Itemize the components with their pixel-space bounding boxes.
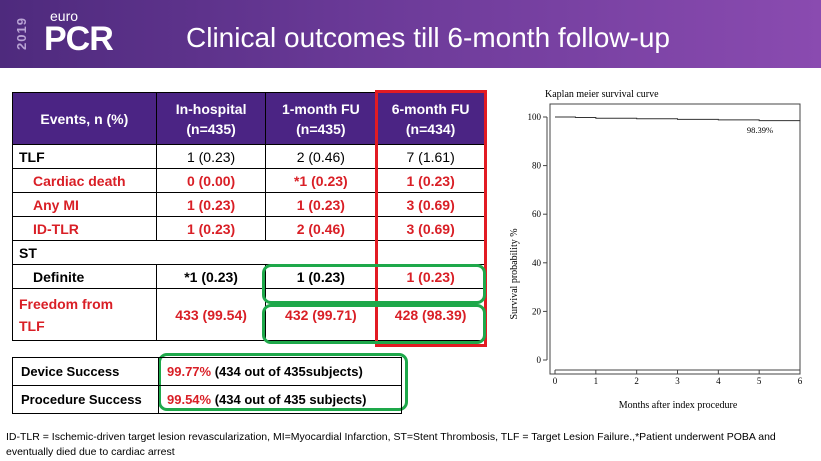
x-tick-label: 5 <box>757 376 762 386</box>
chart-title: Kaplan meier survival curve <box>545 89 659 100</box>
cell-any-mi-1month: 1 (0.23) <box>265 192 377 217</box>
y-axis-label: Survival probability % <box>509 228 520 319</box>
table-row-cardiac-death: Cardiac death 0 (0.00) *1 (0.23) 1 (0.23… <box>12 168 486 193</box>
y-tick-label: 100 <box>528 112 542 122</box>
definite-highlight-box <box>262 264 486 304</box>
table-row-id-tlr: ID-TLR 1 (0.23) 2 (0.46) 3 (0.69) <box>12 216 486 241</box>
x-axis-label: Months after index procedure <box>619 400 738 411</box>
six-month-highlight-box <box>375 90 487 347</box>
cell-any-mi-inhospital: 1 (0.23) <box>155 192 267 217</box>
row-label-any-mi: Any MI <box>12 192 157 217</box>
outcomes-table: Events, n (%) In-hospital (n=435) 1-month… <box>12 92 486 341</box>
cell-freedom-6month: 428 (98.39) <box>375 288 486 341</box>
cell-freedom-inhospital: 433 (99.54) <box>155 288 267 341</box>
footnote: ID-TLR = Ischemic-driven target lesion r… <box>6 431 776 458</box>
table-row-st: ST <box>12 240 486 265</box>
y-tick-label: 40 <box>532 258 542 268</box>
device-success-value: 99.77% (434 out of 435subjects) <box>158 357 402 386</box>
x-tick-label: 0 <box>553 376 558 386</box>
plot-frame <box>549 103 801 375</box>
table-row-freedom-tlf: Freedom from TLF 433 (99.54) 432 (99.71) … <box>12 288 486 341</box>
header-banner: 2019 euro PCR Clinical outcomes till 6-m… <box>0 0 821 68</box>
row-label-id-tlr: ID-TLR <box>12 216 157 241</box>
header-6-month: 6-month FU (n=434) <box>375 92 486 145</box>
freedom-highlight-box <box>262 304 486 344</box>
row-label-tlf: TLF <box>12 144 157 169</box>
device-success-label: Device Success <box>12 357 159 386</box>
cell-id-tlr-1month: 2 (0.46) <box>265 216 377 241</box>
cell-tlf-1month: 2 (0.46) <box>265 144 377 169</box>
kaplan-meier-chart: Kaplan meier survival curve 020406080100… <box>509 89 803 411</box>
cell-cardiac-death-1month: *1 (0.23) <box>265 168 377 193</box>
table-row-tlf: TLF 1 (0.23) 2 (0.46) 7 (1.61) <box>12 144 486 169</box>
x-tick-label: 6 <box>798 376 803 386</box>
row-label-definite: Definite <box>12 264 157 289</box>
cell-cardiac-death-6month: 1 (0.23) <box>375 168 486 193</box>
success-table: Device Success 99.77% (434 out of 435sub… <box>12 357 402 414</box>
x-tick-label: 1 <box>594 376 599 386</box>
logo-euro-text: euro <box>50 8 79 24</box>
x-tick-label: 3 <box>675 376 680 386</box>
cell-freedom-1month: 432 (99.71) <box>265 288 377 341</box>
device-success-row: Device Success 99.77% (434 out of 435sub… <box>12 357 402 386</box>
y-tick-label: 80 <box>532 161 542 171</box>
y-tick-label: 0 <box>537 355 542 365</box>
procedure-success-label: Procedure Success <box>12 385 159 414</box>
procedure-success-value: 99.54% (434 out of 435 subjects) <box>158 385 402 414</box>
survival-curve <box>555 116 801 122</box>
slide-title: Clinical outcomes till 6-month follow-up <box>186 22 670 53</box>
x-tick-label: 2 <box>634 376 639 386</box>
cell-tlf-inhospital: 1 (0.23) <box>155 144 267 169</box>
table-row-definite: Definite *1 (0.23) 1 (0.23) 1 (0.23) <box>12 264 486 289</box>
row-label-freedom-tlf: Freedom from TLF <box>12 288 157 341</box>
cell-cardiac-death-inhospital: 0 (0.00) <box>155 168 267 193</box>
y-tick-label: 20 <box>532 306 542 316</box>
header-1-month: 1-month FU (n=435) <box>265 92 377 145</box>
cell-st-empty-2 <box>265 240 376 265</box>
year-label: 2019 <box>14 17 29 51</box>
table-header-row: Events, n (%) In-hospital (n=435) 1-month… <box>12 92 486 145</box>
header-events: Events, n (%) <box>12 92 157 145</box>
logo-pcr-text: PCR <box>44 20 114 58</box>
cell-id-tlr-inhospital: 1 (0.23) <box>155 216 267 241</box>
header-in-hospital: In-hospital (n=435) <box>155 92 267 145</box>
chart-axes: 0 20 40 60 80 100 0 1 2 3 4 5 6 <box>528 103 803 386</box>
survival-annotation: 98.39% <box>747 125 773 135</box>
cell-definite-inhospital: *1 (0.23) <box>155 264 267 289</box>
procedure-success-row: Procedure Success 99.54% (434 out of 435… <box>12 385 402 414</box>
cell-st-empty-1 <box>155 240 266 265</box>
row-label-cardiac-death: Cardiac death <box>12 168 157 193</box>
row-label-st: ST <box>12 240 157 265</box>
cell-tlf-6month: 7 (1.61) <box>375 144 486 169</box>
y-tick-label: 60 <box>532 209 542 219</box>
x-tick-label: 4 <box>716 376 721 386</box>
